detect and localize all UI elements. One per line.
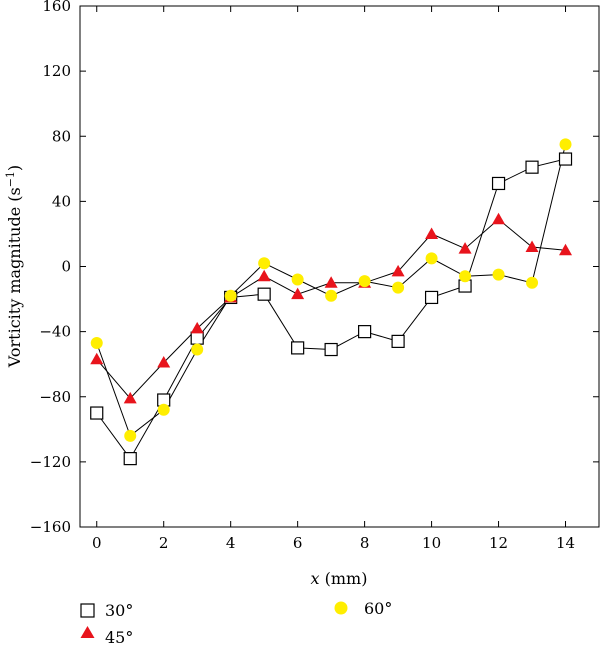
data-point-series-2 [224, 289, 237, 302]
data-point-series-1 [525, 240, 539, 252]
legend-label-60: 60° [364, 599, 392, 618]
data-point-series-1 [458, 242, 472, 254]
x-axis-label: x (mm) [311, 569, 368, 588]
data-point-series-0 [391, 334, 405, 348]
data-point-series-2 [325, 289, 338, 302]
x-tick-label: 10 [422, 534, 441, 552]
data-point-series-0 [90, 406, 104, 420]
data-point-series-2 [358, 275, 371, 288]
x-tick-label: 4 [226, 534, 236, 552]
data-point-series-2 [425, 252, 438, 265]
data-point-series-1 [123, 391, 137, 404]
y-tick-label: 120 [42, 62, 71, 80]
data-point-series-2 [559, 138, 572, 151]
legend-label-45: 45° [105, 628, 133, 647]
axis-ticks: 0 2 4 6 8 10 12 14 −160 −120 −80 −40 0 40 80 120 160 [30, 0, 599, 552]
legend-marker-45 [80, 626, 95, 638]
data-point-series-0 [324, 342, 338, 357]
legend-marker-60 [334, 601, 348, 615]
x-tick-label: 6 [293, 534, 303, 552]
x-tick-label: 14 [556, 534, 575, 552]
data-point-series-1 [190, 321, 204, 334]
y-tick-label: −120 [30, 453, 71, 471]
data-point-series-0 [291, 341, 305, 355]
plot-frame [79, 5, 600, 528]
data-point-series-1 [559, 243, 573, 256]
data-point-series-1 [391, 264, 405, 277]
y-tick-label: 0 [61, 258, 71, 276]
data-point-series-0 [257, 287, 271, 301]
y-tick-label: −40 [39, 323, 71, 341]
data-point-series-2 [291, 273, 304, 286]
data-point-series-2 [258, 257, 271, 270]
x-tick-label: 12 [489, 534, 508, 552]
series-line-1 [96, 218, 566, 400]
x-tick-label: 8 [360, 534, 370, 552]
data-point-series-0 [424, 290, 439, 305]
data-point-series-1 [157, 356, 171, 368]
data-point-series-0 [558, 152, 573, 166]
x-tick-label: 0 [92, 534, 102, 552]
y-tick-label: −160 [30, 518, 71, 536]
data-point-series-2 [459, 270, 472, 283]
data-point-series-0 [123, 452, 137, 466]
data-point-series-1 [257, 269, 271, 282]
data-point-series-1 [425, 227, 439, 239]
data-point-series-0 [358, 325, 372, 339]
x-tick-label: 2 [159, 534, 169, 552]
y-axis-label-exponent: −1 [4, 171, 17, 187]
data-point-series-2 [492, 268, 505, 281]
data-point-series-2 [191, 343, 204, 356]
data-point-series-0 [190, 331, 204, 345]
data-point-series-1 [324, 276, 338, 288]
data-point-series-2 [124, 429, 137, 442]
legend-marker-30 [80, 603, 95, 618]
y-tick-label: 160 [42, 0, 71, 15]
data-point-series-2 [90, 337, 103, 350]
data-point-series-2 [392, 281, 405, 294]
y-axis-label: Vorticity magnitude (s−1) [4, 165, 24, 368]
y-tick-label: −80 [39, 388, 71, 406]
y-tick-label: 80 [52, 127, 71, 145]
legend-label-30: 30° [105, 601, 133, 620]
data-point-series-0 [525, 160, 539, 174]
series-markers [90, 138, 573, 466]
data-point-series-1 [90, 352, 104, 365]
data-point-series-1 [492, 212, 506, 225]
data-point-series-2 [157, 403, 170, 416]
data-point-series-2 [526, 276, 539, 289]
data-point-series-0 [491, 176, 506, 191]
legend: 30° 45° 60° [80, 599, 392, 647]
data-point-series-1 [291, 287, 305, 300]
y-tick-label: 40 [52, 192, 71, 210]
